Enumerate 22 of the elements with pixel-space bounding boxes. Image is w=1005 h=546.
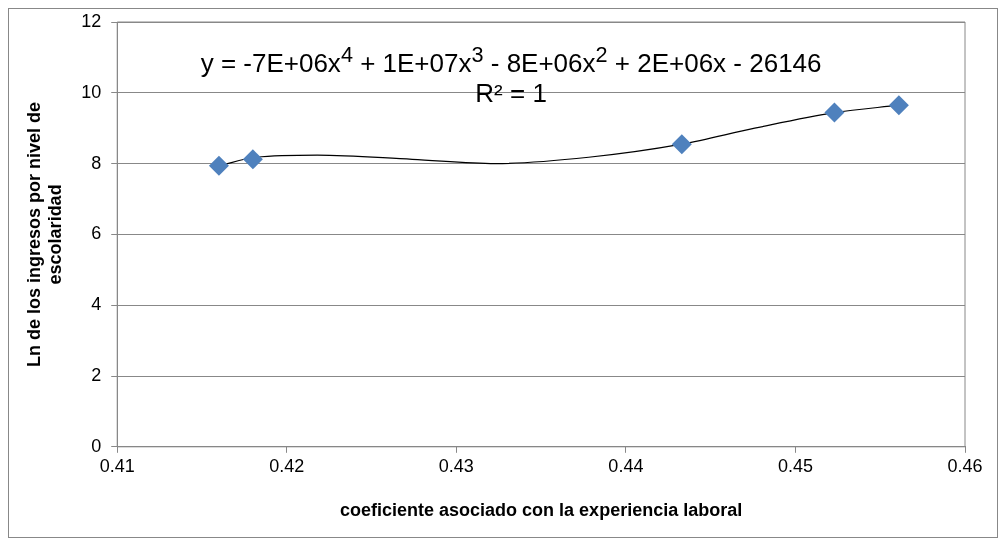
y-tick-label: 4: [91, 294, 102, 315]
x-tick-label: 0.43: [438, 455, 474, 476]
point: [671, 134, 692, 155]
y-tick-label: 0: [91, 435, 102, 456]
x-tick-label: 0.42: [269, 455, 305, 476]
point: [888, 95, 909, 116]
x-tick-label: 0.45: [777, 455, 813, 476]
x-tick-label: 0.44: [608, 455, 644, 476]
x-tick-label: 0.41: [99, 455, 135, 476]
point: [824, 102, 845, 123]
x-tick-label: 0.46: [947, 455, 983, 476]
annotation: y = -7E+06x$^{4}$ + 1E+07x$^{3}$ - 8E+06x$^{2}$ + 2E+06x - 26146: [200, 42, 822, 79]
y-tick-label: 12: [81, 10, 102, 31]
annotation: R² = 1: [475, 78, 547, 109]
y-tick-label: 8: [91, 152, 102, 173]
y-tick-label: 2: [91, 364, 102, 385]
x-axis-title: coeficiente asociado con la experiencia laboral: [340, 500, 743, 521]
point: [242, 149, 263, 170]
y-axis-title: Ln de los ingresos por nivel de escolaridad: [23, 101, 66, 367]
y-tick-label: 6: [91, 223, 102, 244]
point: [208, 155, 229, 176]
y-tick-label: 10: [81, 81, 102, 102]
